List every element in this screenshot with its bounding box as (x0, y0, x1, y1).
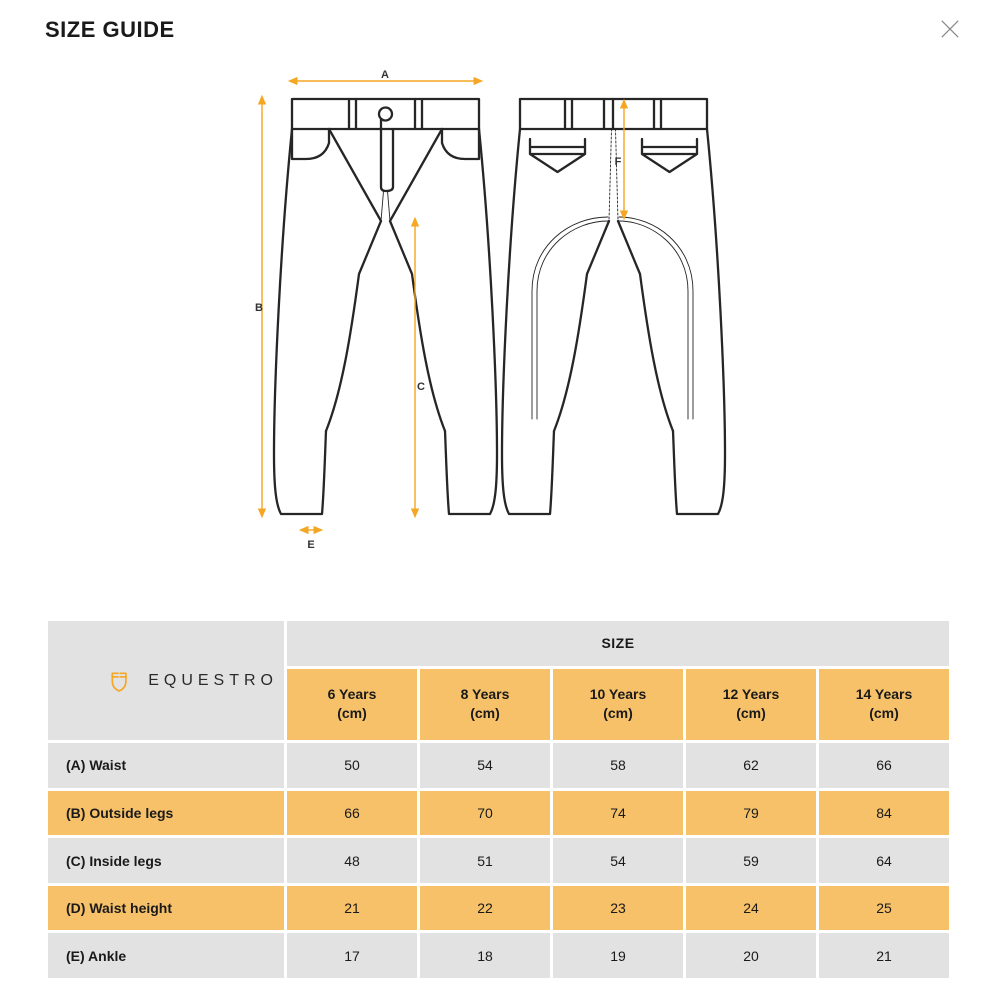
svg-text:F: F (615, 156, 622, 168)
svg-text:E: E (307, 539, 314, 551)
svg-text:C: C (417, 381, 425, 393)
svg-text:B: B (255, 302, 263, 314)
svg-text:A: A (381, 69, 389, 81)
